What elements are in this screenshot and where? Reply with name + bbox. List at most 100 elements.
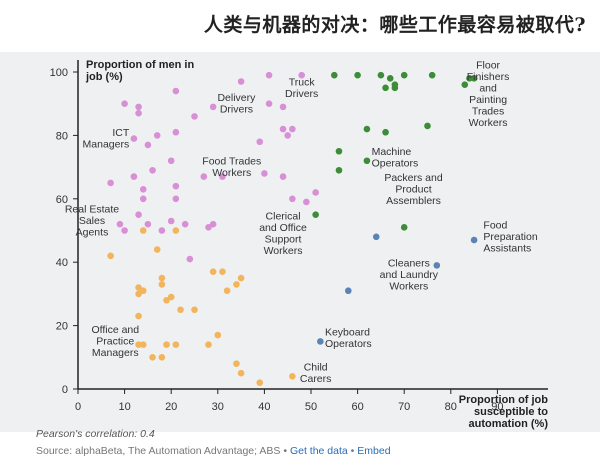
data-point-orange xyxy=(163,341,170,348)
x-tick-label: 30 xyxy=(212,401,224,413)
data-point-pink xyxy=(205,224,212,231)
annotation-line: Painting xyxy=(469,94,507,106)
data-point-pink xyxy=(144,141,152,149)
correlation-note: Pearson's correlation: 0.4 xyxy=(36,428,155,440)
data-point-pink xyxy=(256,138,264,146)
annotation-label: Machine Operators xyxy=(372,146,419,170)
data-point-orange xyxy=(223,287,231,295)
annotation-label: Keyboard Operators xyxy=(325,327,372,351)
data-point-pink xyxy=(153,132,161,139)
data-point-orange xyxy=(214,331,222,339)
x-tick-label: 80 xyxy=(445,401,457,413)
annotation-line: Support xyxy=(265,234,302,246)
data-point-orange xyxy=(158,281,166,288)
data-point-green xyxy=(428,71,436,79)
data-point-pink xyxy=(116,220,124,228)
annotation-label: Office and Practice Managers xyxy=(91,324,139,359)
y-tick-label: 60 xyxy=(56,194,68,206)
data-point-orange xyxy=(191,306,198,314)
annotation-label: Real Estate Sales Agents xyxy=(65,204,119,239)
annotation-label: Food Preparation Assistants xyxy=(483,220,537,255)
annotation-label: Truck Drivers xyxy=(285,76,318,100)
y-tick-label: 40 xyxy=(56,257,68,269)
data-point-orange xyxy=(233,281,240,288)
data-point-pink xyxy=(312,189,319,196)
data-point-pink xyxy=(139,195,147,203)
data-point-pink xyxy=(135,211,142,218)
data-point-green xyxy=(312,211,319,218)
data-point-green xyxy=(363,125,371,133)
plot-background xyxy=(0,52,600,432)
y-tick-label: 100 xyxy=(50,67,68,79)
data-point-orange xyxy=(107,252,114,260)
data-point-orange xyxy=(135,341,142,348)
data-point-orange xyxy=(219,268,226,276)
y-axis-title: Proportion of men in job (%) xyxy=(86,59,195,83)
source-separator: • xyxy=(283,445,288,457)
embed-link[interactable]: Embed xyxy=(357,445,391,457)
data-point-orange xyxy=(205,341,212,348)
get-data-link[interactable]: Get the data xyxy=(289,445,348,457)
data-point-orange xyxy=(139,227,147,234)
data-point-pink xyxy=(135,103,142,111)
annotation-line: Delivery xyxy=(217,92,256,104)
data-point-pink xyxy=(139,185,147,193)
data-point-orange xyxy=(135,290,142,298)
annotation-label: Packers and Product Assemblers xyxy=(384,172,443,207)
data-point-orange xyxy=(233,360,240,367)
annotation-line: Drivers xyxy=(220,104,253,116)
annotation-line: Workers xyxy=(212,167,251,179)
data-point-pink xyxy=(186,255,194,263)
x-tick-label: 20 xyxy=(165,401,177,413)
annotation-line: Agents xyxy=(76,227,109,239)
data-point-pink xyxy=(284,132,292,139)
data-point-orange xyxy=(158,354,166,361)
x-tick-label: 70 xyxy=(398,401,410,413)
data-point-pink xyxy=(191,113,198,120)
annotation-line: Managers xyxy=(92,347,139,359)
source-line: Source: alphaBeta, The Automation Advant… xyxy=(36,445,391,457)
data-point-orange xyxy=(135,312,142,320)
data-point-pink xyxy=(121,100,128,107)
annotation-line: Operators xyxy=(325,338,372,350)
data-point-pink xyxy=(181,220,189,228)
annotation-line: Preparation xyxy=(483,231,537,243)
data-point-pink xyxy=(200,173,208,180)
data-point-blue xyxy=(344,287,352,295)
data-point-pink xyxy=(265,71,273,79)
data-point-green xyxy=(461,81,469,88)
data-point-orange xyxy=(139,341,147,348)
annotation-line: Child xyxy=(304,362,328,374)
data-point-pink xyxy=(209,103,217,111)
annotation-line: Assemblers xyxy=(386,195,441,207)
data-point-pink xyxy=(237,78,245,85)
data-point-pink xyxy=(167,157,175,165)
data-point-pink xyxy=(130,173,138,180)
data-point-orange xyxy=(158,274,166,282)
data-point-pink xyxy=(303,198,310,206)
data-point-blue xyxy=(317,338,324,345)
data-point-pink xyxy=(172,182,180,190)
x-tick-label: 60 xyxy=(351,401,363,413)
data-point-orange xyxy=(153,246,161,253)
annotation-line: Machine xyxy=(372,146,412,158)
data-point-orange xyxy=(163,296,170,304)
data-point-pink xyxy=(158,227,166,234)
data-point-green xyxy=(335,166,343,174)
data-point-pink xyxy=(261,170,268,177)
annotation-line: ICT xyxy=(112,127,130,139)
data-point-blue xyxy=(433,262,441,269)
y-tick-label: 80 xyxy=(56,130,68,142)
source-text: Source: alphaBeta, The Automation Advant… xyxy=(36,445,281,457)
annotation-label: Food Trades Workers xyxy=(202,156,261,180)
annotation-label: Child Carers xyxy=(300,362,332,386)
annotation-line: Cleaners xyxy=(388,258,430,270)
data-point-pink xyxy=(144,220,152,228)
x-tick-label: 0 xyxy=(75,401,81,413)
annotation-line: Keyboard xyxy=(325,327,370,339)
annotation-line: Carers xyxy=(300,373,332,385)
annotation-line: Clerical xyxy=(266,211,301,223)
data-point-pink xyxy=(289,125,296,133)
data-point-orange xyxy=(256,379,264,386)
annotation-line: Truck xyxy=(289,76,316,88)
